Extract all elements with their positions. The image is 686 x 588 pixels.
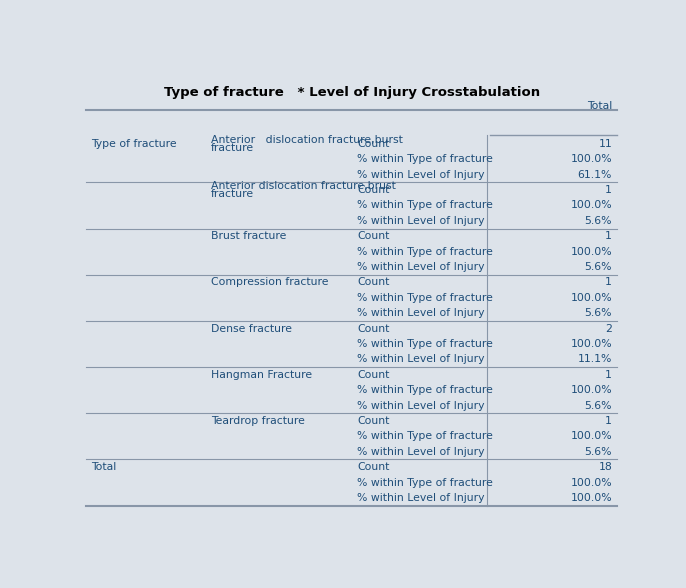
Text: 100.0%: 100.0% xyxy=(571,246,612,257)
Text: Count: Count xyxy=(357,370,389,380)
Text: Count: Count xyxy=(357,185,389,195)
Text: Teardrop fracture: Teardrop fracture xyxy=(211,416,305,426)
Text: % within Level of Injury: % within Level of Injury xyxy=(357,216,484,226)
Text: % within Type of fracture: % within Type of fracture xyxy=(357,293,493,303)
Text: 100.0%: 100.0% xyxy=(571,293,612,303)
Text: Count: Count xyxy=(357,416,389,426)
Text: % within Level of Injury: % within Level of Injury xyxy=(357,493,484,503)
Text: % within Type of fracture: % within Type of fracture xyxy=(357,201,493,211)
Text: Compression fracture: Compression fracture xyxy=(211,278,328,288)
Text: Count: Count xyxy=(357,278,389,288)
Text: 100.0%: 100.0% xyxy=(571,493,612,503)
Text: 11: 11 xyxy=(598,139,612,149)
Text: % within Level of Injury: % within Level of Injury xyxy=(357,355,484,365)
Text: 1: 1 xyxy=(605,370,612,380)
Text: % within Level of Injury: % within Level of Injury xyxy=(357,308,484,318)
Text: Hangman Fracture: Hangman Fracture xyxy=(211,370,312,380)
Text: 5.6%: 5.6% xyxy=(584,308,612,318)
Text: 1: 1 xyxy=(605,185,612,195)
Text: 100.0%: 100.0% xyxy=(571,154,612,164)
Text: 61.1%: 61.1% xyxy=(578,170,612,180)
Text: 11.1%: 11.1% xyxy=(578,355,612,365)
Text: Brust fracture: Brust fracture xyxy=(211,231,286,241)
Text: % within Level of Injury: % within Level of Injury xyxy=(357,447,484,457)
Text: 5.6%: 5.6% xyxy=(584,216,612,226)
Text: 5.6%: 5.6% xyxy=(584,400,612,410)
Text: fracture: fracture xyxy=(211,189,254,199)
Text: Anterior dislocation fracture,brust: Anterior dislocation fracture,brust xyxy=(211,181,396,191)
Text: % within Level of Injury: % within Level of Injury xyxy=(357,400,484,410)
Text: Type of fracture: Type of fracture xyxy=(91,139,177,149)
Text: 100.0%: 100.0% xyxy=(571,201,612,211)
Text: 5.6%: 5.6% xyxy=(584,447,612,457)
Text: % within Type of fracture: % within Type of fracture xyxy=(357,477,493,487)
Text: Anterior   dislocation fracture,burst: Anterior dislocation fracture,burst xyxy=(211,135,403,145)
Text: 100.0%: 100.0% xyxy=(571,339,612,349)
Text: % within Type of fracture: % within Type of fracture xyxy=(357,385,493,395)
Text: % within Type of fracture: % within Type of fracture xyxy=(357,339,493,349)
Text: % within Type of fracture: % within Type of fracture xyxy=(357,154,493,164)
Text: % within Level of Injury: % within Level of Injury xyxy=(357,262,484,272)
Text: Total: Total xyxy=(91,462,117,472)
Text: 2: 2 xyxy=(605,323,612,333)
Text: 1: 1 xyxy=(605,231,612,241)
Text: % within Type of fracture: % within Type of fracture xyxy=(357,432,493,442)
Text: Total: Total xyxy=(587,101,612,111)
Text: 100.0%: 100.0% xyxy=(571,385,612,395)
Text: 1: 1 xyxy=(605,416,612,426)
Text: Dense fracture: Dense fracture xyxy=(211,323,292,333)
Text: 100.0%: 100.0% xyxy=(571,477,612,487)
Text: % within Type of fracture: % within Type of fracture xyxy=(357,246,493,257)
Text: Count: Count xyxy=(357,462,389,472)
Text: 1: 1 xyxy=(605,278,612,288)
Text: 18: 18 xyxy=(598,462,612,472)
Text: Count: Count xyxy=(357,231,389,241)
Text: % within Level of Injury: % within Level of Injury xyxy=(357,170,484,180)
Text: fracture: fracture xyxy=(211,143,254,153)
Text: Count: Count xyxy=(357,323,389,333)
Text: Count: Count xyxy=(357,139,389,149)
Text: 5.6%: 5.6% xyxy=(584,262,612,272)
Text: Type of fracture   * Level of Injury Crosstabulation: Type of fracture * Level of Injury Cross… xyxy=(163,86,540,99)
Text: 100.0%: 100.0% xyxy=(571,432,612,442)
